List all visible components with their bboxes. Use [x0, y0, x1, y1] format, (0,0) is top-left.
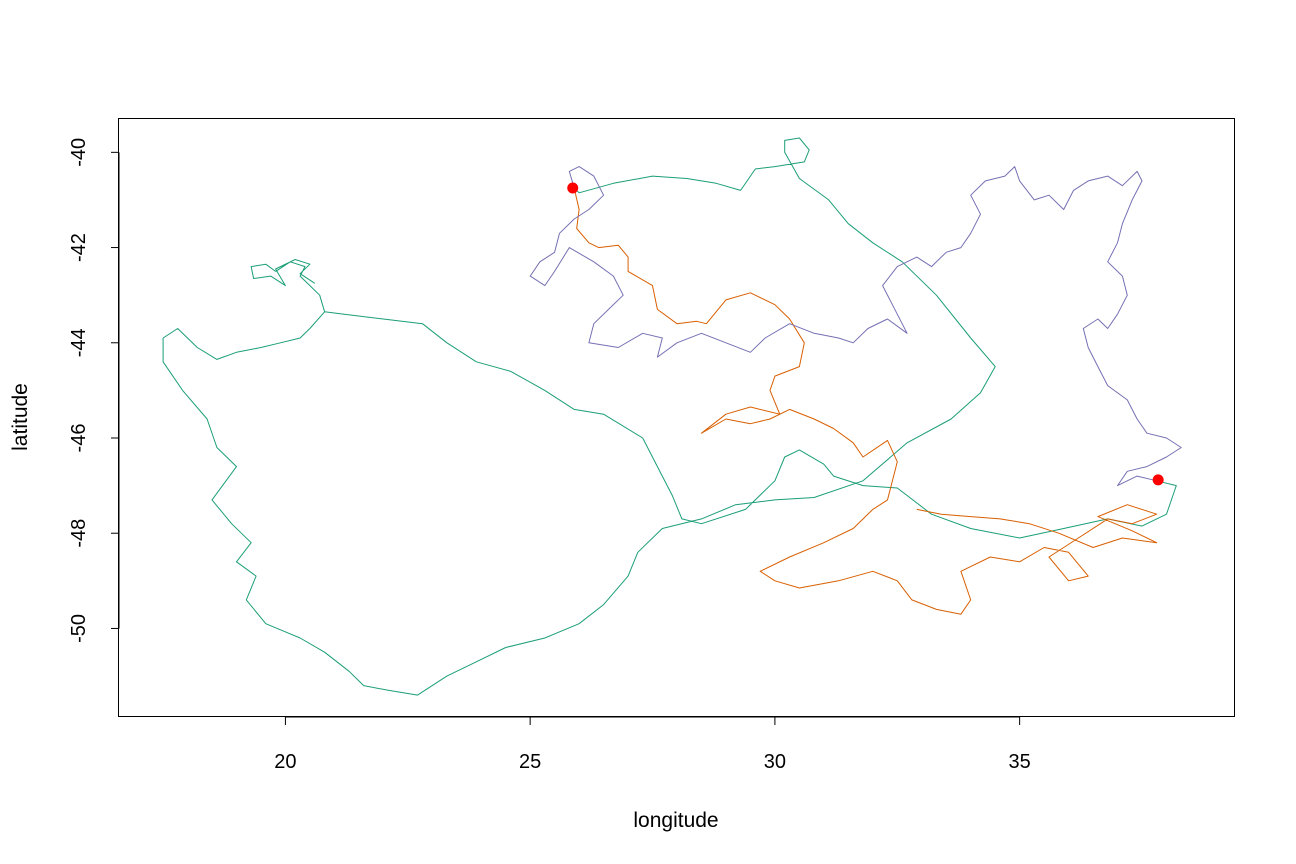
y-axis-title: latitude [9, 383, 32, 451]
points-layer [567, 182, 1164, 486]
y-tick-label: -50 [68, 614, 90, 643]
x-axis: 20 25 30 35 [274, 716, 1031, 773]
x-axis-title: longitude [633, 809, 718, 832]
series-track-3 [529, 166, 1182, 487]
series-layer [162, 137, 1182, 696]
x-tick-label: 30 [764, 751, 786, 773]
y-axis: -40 -42 -44 -46 -48 -50 [68, 138, 120, 643]
plot-frame [118, 118, 1235, 717]
series-track-0 [162, 137, 1177, 696]
series-track-1 [250, 259, 326, 312]
y-tick-label: -48 [68, 519, 90, 548]
series-track-2 [573, 187, 1158, 615]
y-tick-label: -44 [68, 328, 90, 357]
x-tick-label: 35 [1009, 751, 1031, 773]
y-tick-label: -40 [68, 138, 90, 167]
y-tick-label: -42 [68, 233, 90, 262]
x-tick-label: 25 [519, 751, 541, 773]
x-tick-label: 20 [274, 751, 296, 773]
red-point-0 [567, 182, 579, 194]
y-tick-label: -46 [68, 424, 90, 453]
red-point-1 [1152, 474, 1164, 486]
